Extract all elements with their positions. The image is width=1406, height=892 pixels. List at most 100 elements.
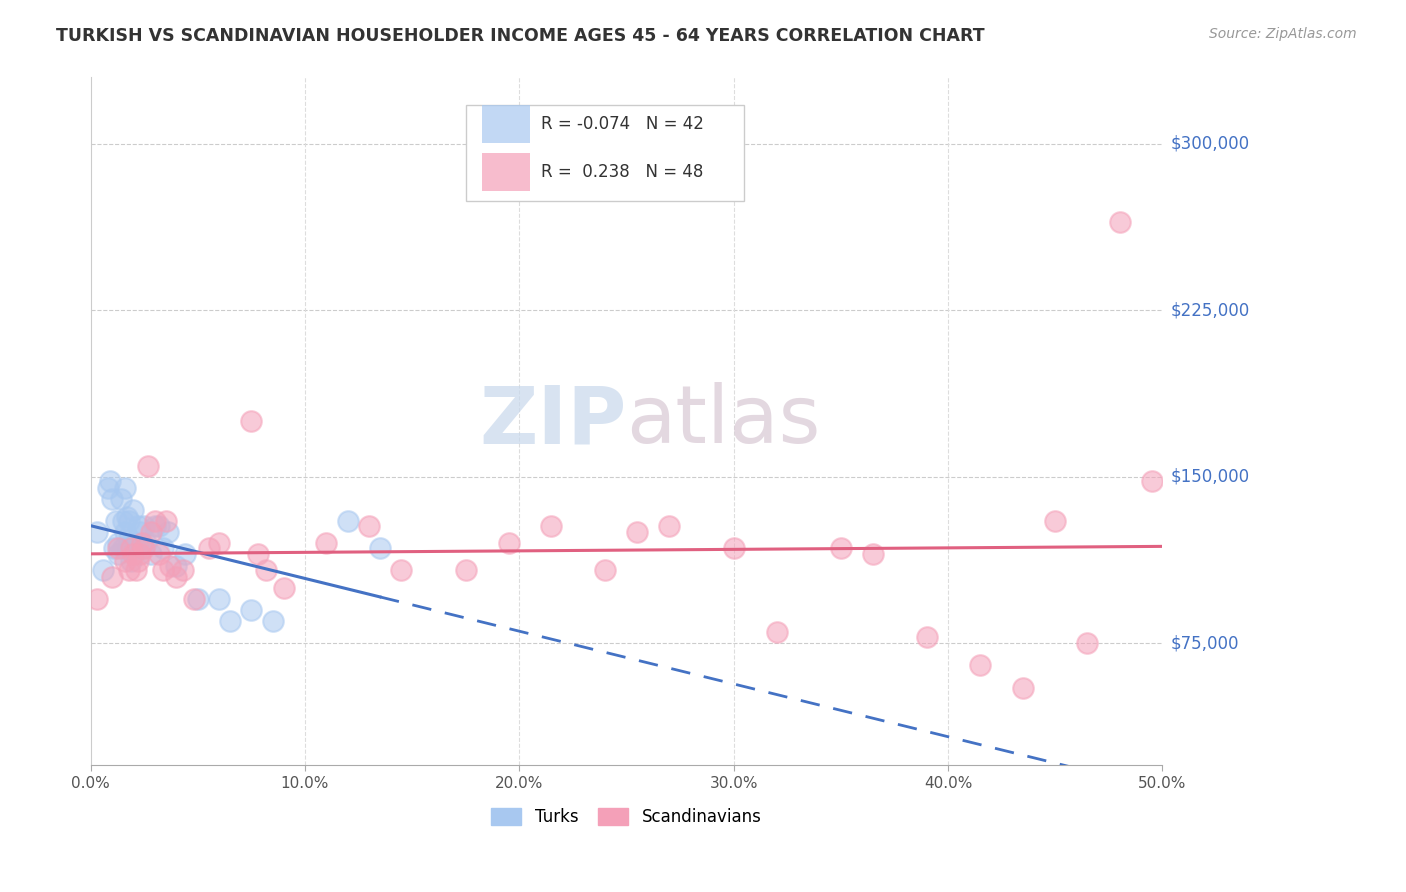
Point: [187, 591, 209, 606]
Point: [129, 548, 152, 562]
Point: [1076, 636, 1098, 650]
Point: [124, 536, 146, 550]
Text: $300,000: $300,000: [1171, 135, 1250, 153]
Point: [148, 518, 170, 533]
Point: [246, 548, 269, 562]
Point: [219, 614, 242, 628]
Point: [134, 541, 156, 555]
Point: [658, 518, 681, 533]
Point: [156, 525, 179, 540]
Point: [139, 548, 162, 562]
FancyBboxPatch shape: [482, 153, 530, 191]
Point: [969, 658, 991, 673]
Text: ZIP: ZIP: [479, 383, 627, 460]
Point: [120, 541, 142, 555]
Point: [122, 503, 145, 517]
Point: [240, 414, 263, 428]
Point: [208, 536, 231, 550]
Point: [114, 481, 136, 495]
Text: R =  0.238   N = 48: R = 0.238 N = 48: [541, 163, 703, 181]
Point: [131, 536, 153, 550]
Text: $225,000: $225,000: [1171, 301, 1250, 319]
Point: [139, 525, 162, 540]
Point: [101, 491, 124, 506]
Text: atlas: atlas: [627, 383, 821, 460]
Point: [135, 536, 157, 550]
Text: $150,000: $150,000: [1171, 467, 1250, 486]
Point: [540, 518, 562, 533]
Point: [1045, 514, 1067, 528]
Point: [315, 536, 337, 550]
Point: [498, 536, 520, 550]
Point: [111, 541, 134, 555]
Text: R = -0.074   N = 42: R = -0.074 N = 42: [541, 115, 703, 133]
Point: [593, 563, 616, 577]
FancyBboxPatch shape: [465, 105, 744, 202]
Point: [114, 525, 136, 540]
Point: [765, 625, 787, 640]
Point: [1012, 681, 1035, 695]
Point: [915, 630, 938, 644]
Point: [183, 591, 205, 606]
Point: [114, 554, 136, 568]
Point: [103, 541, 125, 555]
Point: [107, 536, 129, 550]
Point: [152, 541, 174, 555]
FancyBboxPatch shape: [482, 105, 530, 143]
Point: [1140, 474, 1163, 488]
Point: [122, 548, 145, 562]
Point: [830, 541, 852, 555]
Point: [165, 558, 187, 573]
Point: [86, 525, 108, 540]
Point: [262, 614, 284, 628]
Point: [127, 554, 149, 568]
Point: [723, 541, 745, 555]
Point: [98, 474, 121, 488]
Point: [129, 525, 152, 540]
Point: [391, 563, 413, 577]
Point: [127, 518, 149, 533]
Text: $75,000: $75,000: [1171, 634, 1240, 652]
Point: [368, 541, 391, 555]
Point: [107, 541, 129, 555]
Point: [1108, 214, 1130, 228]
Point: [97, 481, 120, 495]
Point: [127, 541, 149, 555]
Point: [110, 491, 132, 506]
Point: [172, 563, 194, 577]
Point: [118, 514, 141, 528]
Point: [107, 548, 129, 562]
Text: Source: ZipAtlas.com: Source: ZipAtlas.com: [1209, 27, 1357, 41]
Point: [197, 541, 219, 555]
Point: [120, 541, 142, 555]
Point: [208, 591, 231, 606]
Point: [165, 569, 187, 583]
Point: [138, 458, 160, 473]
Point: [118, 532, 141, 546]
Point: [626, 525, 648, 540]
Point: [254, 563, 277, 577]
Point: [131, 541, 153, 555]
Point: [111, 514, 134, 528]
Point: [93, 563, 115, 577]
Point: [143, 518, 166, 533]
Point: [115, 541, 138, 555]
Point: [454, 563, 477, 577]
Point: [115, 509, 138, 524]
Point: [120, 554, 142, 568]
Text: TURKISH VS SCANDINAVIAN HOUSEHOLDER INCOME AGES 45 - 64 YEARS CORRELATION CHART: TURKISH VS SCANDINAVIAN HOUSEHOLDER INCO…: [56, 27, 984, 45]
Point: [159, 558, 181, 573]
Point: [155, 514, 177, 528]
Point: [240, 603, 263, 617]
Point: [148, 548, 170, 562]
Point: [273, 581, 295, 595]
Point: [118, 563, 141, 577]
Point: [134, 518, 156, 533]
Point: [336, 514, 359, 528]
Point: [152, 563, 174, 577]
Point: [101, 569, 124, 583]
Point: [124, 563, 146, 577]
Point: [862, 548, 884, 562]
Point: [174, 548, 197, 562]
Point: [143, 514, 166, 528]
